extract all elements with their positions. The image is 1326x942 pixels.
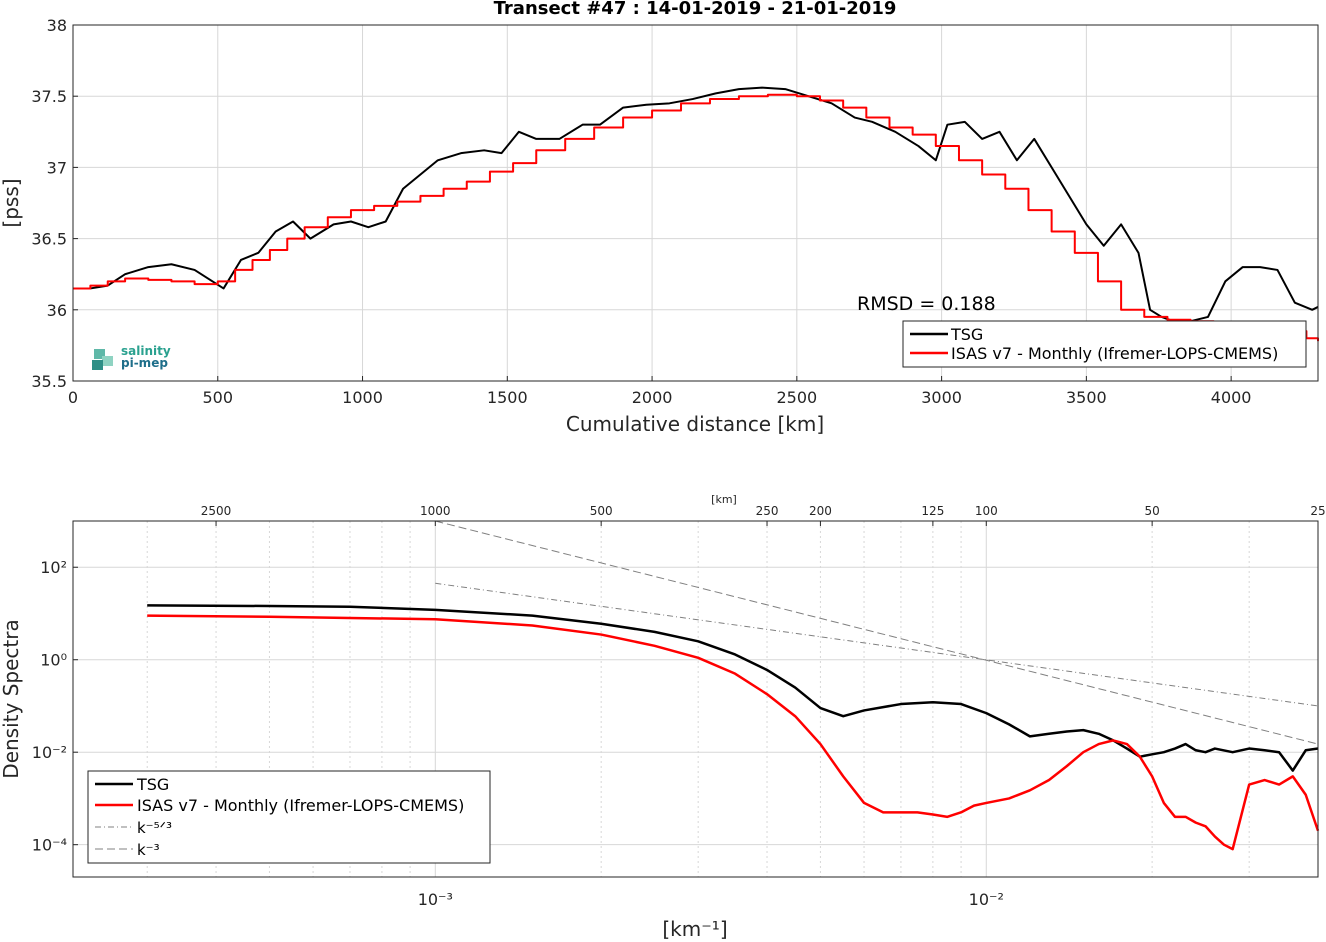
top-tick-label: 50 — [1144, 504, 1159, 518]
x-tick-label: 500 — [202, 388, 233, 407]
y-tick-label: 10⁻² — [32, 743, 67, 762]
logo-block-icon — [102, 356, 113, 366]
legend-label-k3: k⁻³ — [137, 841, 160, 859]
y-tick-label: 10⁻⁴ — [32, 836, 67, 855]
chart-title: Transect #47 : 14-01-2019 - 21-01-2019 — [494, 0, 897, 19]
x-tick-label: 1500 — [487, 388, 528, 407]
legend-label-isas: ISAS v7 - Monthly (Ifremer-LOPS-CMEMS) — [951, 344, 1278, 363]
top-tick-label: 125 — [921, 504, 944, 518]
x-tick-label: 10⁻² — [969, 890, 1004, 909]
legend: TSG ISAS v7 - Monthly (Ifremer-LOPS-CMEM… — [902, 320, 1307, 368]
legend: TSG ISAS v7 - Monthly (Ifremer-LOPS-CMEM… — [87, 770, 491, 864]
y-tick-label: 35.5 — [31, 372, 67, 391]
y-tick-label: 36 — [47, 301, 67, 320]
y-tick-label: 38 — [47, 16, 67, 35]
legend-label-tsg: TSG — [136, 775, 169, 794]
x-tick-label: 3500 — [1066, 388, 1107, 407]
top-tick-label: 200 — [809, 504, 832, 518]
series-line-tsg — [73, 86, 1319, 323]
series-line-k3 — [435, 520, 1319, 745]
legend-label-isas: ISAS v7 - Monthly (Ifremer-LOPS-CMEMS) — [137, 796, 464, 815]
rmsd-annotation: RMSD = 0.188 — [857, 293, 996, 315]
y-tick-label: 37.5 — [31, 87, 67, 106]
x-tick-label: 2000 — [632, 388, 673, 407]
logo-line-1: salinity — [121, 344, 171, 358]
legend-label-tsg: TSG — [950, 325, 983, 344]
series-line-isas — [147, 614, 1320, 851]
x-axis-label: [km⁻¹] — [662, 917, 727, 941]
logo-block-icon — [92, 360, 103, 370]
series-line-tsg — [147, 604, 1319, 772]
y-tick-label: 10⁰ — [40, 651, 67, 670]
salinity-pi-mep-logo: salinity pi-mep — [92, 344, 171, 370]
legend-label-k53: k⁻⁵ᐟ³ — [137, 819, 172, 837]
logo-block-icon — [94, 349, 105, 359]
plot-frame — [72, 520, 1319, 878]
x-axis-label: Cumulative distance [km] — [566, 412, 824, 436]
series-line-k53 — [435, 582, 1319, 707]
top-tick-label: 500 — [590, 504, 613, 518]
top-tick-label: 25 — [1310, 504, 1325, 518]
series-group — [147, 520, 1320, 851]
y-tick-label: 36.5 — [31, 230, 67, 249]
series-line-isas — [73, 93, 1319, 342]
legend-box — [902, 320, 1307, 368]
y-tick-label: 37 — [47, 158, 67, 177]
series-group — [73, 86, 1319, 342]
top-tick-label: 100 — [975, 504, 998, 518]
y-tick-label: 10² — [40, 558, 67, 577]
x-tick-label: 10⁻³ — [418, 890, 453, 909]
y-tick-labels: 10⁻⁴ 10⁻² 10⁰ 10² — [32, 558, 67, 854]
x-tick-label: 2500 — [776, 388, 817, 407]
x-tick-label: 1000 — [342, 388, 383, 407]
x-tick-labels: 0 500 1000 1500 2000 2500 3000 3500 4000 — [68, 388, 1252, 407]
x-tick-label: 0 — [68, 388, 78, 407]
density-spectra-chart: 10⁻³ 10⁻² 10⁻⁴ 10⁻² 10⁰ 10² 2500 1000 500 250 20… — [0, 493, 1326, 941]
logo-line-2: pi-mep — [121, 356, 168, 370]
legend-box — [87, 770, 491, 864]
top-tick-labels: 2500 1000 500 250 200 125 100 50 25 — [201, 504, 1326, 526]
top-tick-label: 250 — [756, 504, 779, 518]
plot-frame — [72, 24, 1319, 382]
top-tick-label: 1000 — [420, 504, 451, 518]
y-axis-label: Density Spectra — [0, 619, 23, 778]
top-axis-label: [km] — [711, 493, 737, 506]
y-axis-label: [pss] — [0, 178, 23, 227]
x-tick-label: 3000 — [921, 388, 962, 407]
top-tick-label: 2500 — [201, 504, 232, 518]
x-tick-labels: 10⁻³ 10⁻² — [418, 890, 1004, 909]
x-tick-label: 4000 — [1211, 388, 1252, 407]
salinity-transect-chart: Transect #47 : 14-01-2019 - 21-01-2019 0… — [0, 0, 1319, 436]
y-tick-labels: 35.5 36 36.5 37 37.5 38 — [31, 16, 67, 391]
